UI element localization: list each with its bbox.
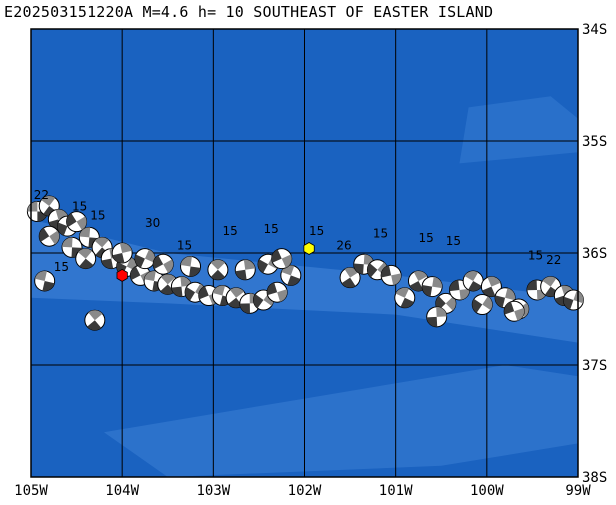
focal-mechanism (66, 211, 88, 233)
focal-mechanism (380, 264, 402, 286)
focal-mechanism (280, 264, 302, 286)
x-tick-label: 105W (14, 483, 48, 499)
depth-label: 15 (72, 199, 87, 213)
focal-mechanism (75, 248, 97, 270)
focal-mechanism (207, 259, 229, 281)
depth-label: 15 (222, 224, 237, 238)
focal-mechanism (84, 309, 106, 331)
map-title: E202503151220A M=4.6 h= 10 SOUTHEAST OF … (4, 3, 494, 21)
depth-label: 15 (54, 260, 69, 274)
depth-label: 15 (373, 226, 388, 240)
event-markers (116, 242, 315, 282)
depth-label: 15 (177, 239, 192, 253)
depth-label: 15 (263, 222, 278, 236)
graticule (31, 29, 578, 477)
focal-mechanism (111, 242, 133, 264)
ridge-band (459, 96, 578, 164)
focal-mechanism (34, 270, 56, 292)
focal-mechanism (480, 276, 502, 298)
depth-label: 15 (418, 231, 433, 245)
x-tick-label: 100W (470, 483, 504, 499)
depth-label: 22 (34, 188, 49, 202)
x-tick-label: 101W (379, 483, 413, 499)
y-tick-label: 36S (582, 246, 607, 262)
x-tick-label: 102W (288, 483, 322, 499)
focal-mechanism (426, 306, 448, 328)
depth-label: 26 (336, 239, 351, 253)
focal-mechanism (152, 253, 174, 275)
x-tick-label: 104W (105, 483, 139, 499)
depth-label: 15 (446, 234, 461, 248)
recent-event-marker (116, 268, 128, 282)
event-epicenter-marker (303, 242, 315, 255)
focal-mechanism (562, 289, 584, 311)
focal-mechanism (339, 267, 361, 289)
focal-mechanism (180, 255, 202, 277)
focal-mechanism (503, 300, 525, 322)
y-tick-label: 34S (582, 22, 607, 38)
focal-mechanism (271, 248, 293, 270)
focal-mechanism (421, 276, 443, 298)
map-frame (30, 28, 579, 478)
x-tick-label: 103W (196, 483, 230, 499)
focal-mechanism (38, 225, 60, 247)
depth-label: 15 (309, 224, 324, 238)
focal-mechanism (234, 259, 256, 281)
depth-label: 30 (145, 216, 160, 230)
focal-mechanism (394, 287, 416, 309)
depth-label: 15 (528, 249, 543, 263)
y-tick-label: 35S (582, 134, 607, 150)
x-tick-label: 99W (565, 483, 591, 499)
focal-mechanisms (26, 195, 584, 331)
ridge-band (103, 365, 578, 477)
focal-mechanism (134, 248, 156, 270)
focal-mechanism (471, 294, 493, 316)
depth-label: 15 (90, 208, 105, 222)
depth-label: 22 (546, 253, 561, 267)
y-tick-label: 38S (582, 470, 607, 486)
y-tick-label: 37S (582, 358, 607, 374)
focal-mechanism (266, 281, 288, 303)
focal-mechanism (462, 270, 484, 292)
axis-labels: 105W 104W 103W 102W 101W 100W 99W 34S 35S 36S 37S 3… (14, 22, 607, 499)
focal-mechanism (61, 236, 83, 258)
